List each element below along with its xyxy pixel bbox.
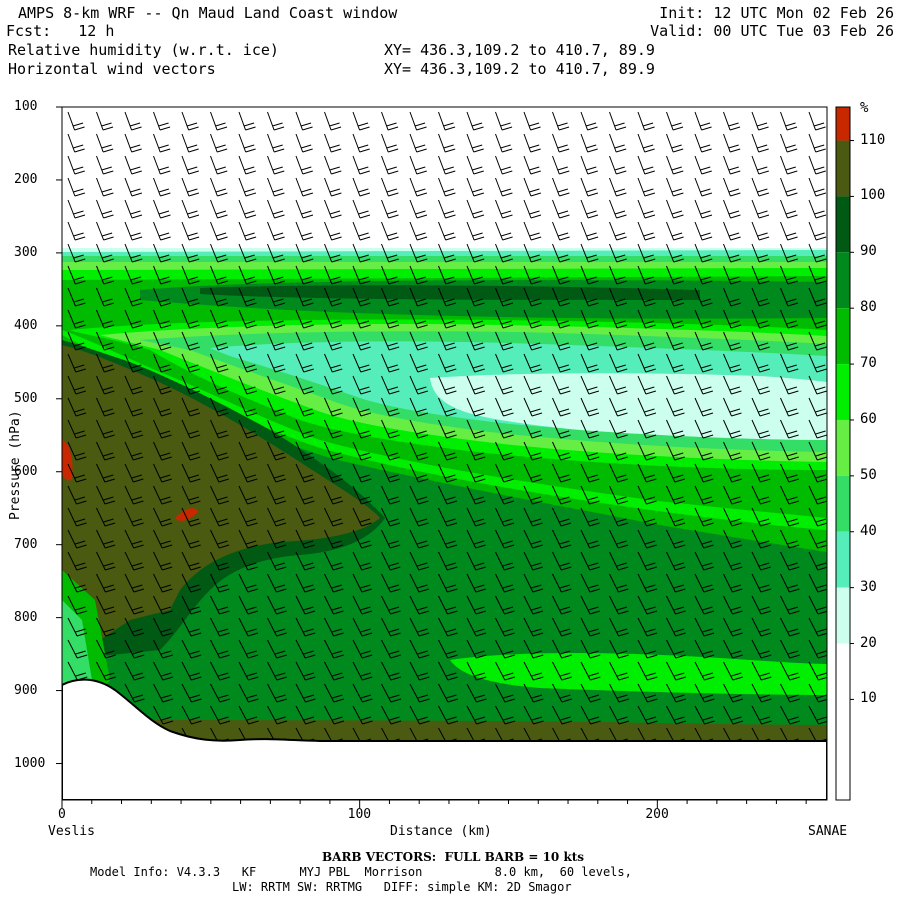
wind-barb-column: [609, 111, 630, 747]
y-tick-label: 500: [14, 390, 38, 406]
colorbar-label: 70: [860, 355, 877, 372]
x-ticks: [61, 800, 807, 808]
wind-barb-column: [96, 111, 117, 747]
wind-barb-column: [295, 111, 316, 747]
colorbar-segment: [836, 364, 850, 420]
colorbar-label: 20: [860, 634, 877, 651]
x-right-label: SANAE: [808, 824, 848, 839]
colorbar-segment: [836, 755, 850, 812]
colorbar: [835, 106, 854, 812]
colorbar-label: 110: [860, 131, 886, 148]
chart-title: AMPS 8-km WRF -- Qn Maud Land Coast wind…: [18, 4, 398, 22]
colorbar-label: 60: [860, 410, 877, 427]
colorbar-label: 50: [860, 466, 877, 483]
valid-time: Valid: 00 UTC Tue 03 Feb 26: [650, 22, 894, 40]
wind-barb-column: [124, 111, 145, 747]
colorbar-segment: [836, 419, 850, 476]
wind-barb-column: [751, 111, 772, 747]
y-tick-label: 300: [14, 244, 38, 260]
colorbar-label: 40: [860, 522, 877, 539]
colorbar-segment: [836, 196, 850, 253]
colorbar-segment: [836, 699, 850, 756]
wind-barb-column: [780, 111, 801, 747]
colorbar-segment: [836, 643, 850, 700]
xy-range-2: XY= 436.3,109.2 to 410.7, 89.9: [384, 60, 655, 78]
terrain: [62, 678, 827, 800]
forecast-hour: Fcst: 12 h: [6, 22, 115, 40]
wind-barb-column: [637, 111, 658, 747]
field-label-rh: Relative humidity (w.r.t. ice): [8, 41, 279, 59]
y-tick-label: 400: [14, 317, 38, 333]
wind-barb-column: [238, 111, 259, 747]
wind-barb-column: [210, 111, 231, 747]
rh-sat-110: [62, 345, 380, 650]
y-tick-label: 800: [14, 609, 38, 625]
colorbar-label: 30: [860, 578, 877, 595]
model-physics: LW: RRTM SW: RRTMG DIFF: simple KM: 2D S…: [232, 880, 572, 894]
wind-barb-column: [666, 111, 687, 747]
wind-barb-column: [723, 111, 744, 747]
colorbar-segment: [836, 308, 850, 365]
rh-dry-30: [430, 373, 827, 440]
field-label-wind: Horizontal wind vectors: [8, 60, 216, 78]
colorbar-label: 10: [860, 690, 877, 707]
colorbar-segment: [836, 531, 850, 588]
colorbar-segment: [836, 140, 850, 197]
y-ticks: [56, 106, 62, 765]
y-tick-label: 100: [14, 99, 38, 114]
wind-barb-column: [808, 111, 827, 747]
wind-barb-column: [67, 111, 88, 747]
plot-frame: [61, 106, 828, 801]
wind-barb-column: [352, 111, 373, 747]
wind-barb-column: [181, 111, 202, 747]
rh-field: [62, 107, 827, 800]
wind-barb-column: [381, 111, 402, 747]
colorbar-label: 80: [860, 299, 877, 316]
rh-sat-spot-left: [62, 440, 73, 481]
x-left-label: Veslis: [48, 824, 95, 839]
colorbar-frame: [835, 106, 851, 801]
colorbar-segment: [836, 252, 850, 309]
y-tick-label: 1000: [14, 755, 46, 771]
init-time: Init: 12 UTC Mon 02 Feb 26: [659, 4, 894, 22]
y-tick-label: 900: [14, 682, 38, 698]
rh-lowband-80: [450, 653, 827, 695]
wind-barb-column: [580, 111, 601, 747]
wind-barb-column: [409, 111, 430, 747]
colorbar-segment: [836, 107, 850, 141]
colorbar-segment: [836, 475, 850, 532]
colorbar-label: 100: [860, 187, 886, 204]
wind-barb-column: [324, 111, 345, 747]
model-info: Model Info: V4.3.3 KF MYJ PBL Morrison 8…: [90, 865, 632, 879]
y-tick-label: 200: [14, 171, 38, 187]
wind-barb-column: [552, 111, 573, 747]
wind-barb-column: [267, 111, 288, 747]
wind-barb-column: [495, 111, 516, 747]
rh-left-patch-2: [62, 600, 92, 700]
wind-barb-column: [523, 111, 544, 747]
wind-barb-column: [694, 111, 715, 747]
x-tick-label: 200: [645, 807, 669, 822]
colorbar-label: 90: [860, 243, 877, 260]
colorbar-unit: %: [860, 100, 869, 116]
wind-barb-column: [438, 111, 459, 747]
xy-range-1: XY= 436.3,109.2 to 410.7, 89.9: [384, 41, 655, 59]
x-axis-label: Distance (km): [390, 824, 492, 839]
wind-barb-column: [466, 111, 487, 747]
wind-barbs: [67, 111, 827, 747]
barb-note: BARB VECTORS: FULL BARB = 10 kts: [322, 850, 585, 864]
rh-sat-spot-mid: [175, 508, 198, 521]
x-tick-label: 100: [347, 807, 372, 822]
x-tick-label: 0: [58, 807, 66, 822]
y-tick-label: 700: [14, 536, 38, 552]
wind-barb-column: [153, 111, 174, 747]
colorbar-segment: [836, 587, 850, 644]
y-tick-label: 600: [14, 463, 38, 479]
